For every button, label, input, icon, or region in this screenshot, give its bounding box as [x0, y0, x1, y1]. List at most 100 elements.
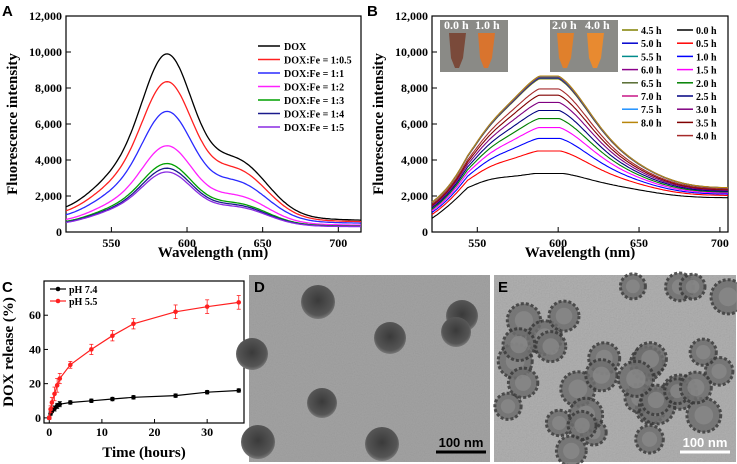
panel-b-series-line: [431, 101, 729, 207]
panel-a-ytick-label: 4,000: [35, 153, 62, 167]
panel-b-series-line: [431, 172, 728, 219]
panel-b-xtick-label: 600: [549, 236, 567, 250]
panel-b-ytick-label: 12,000: [395, 9, 428, 23]
panel-c-data-point: [131, 395, 136, 400]
panel-c-ytick-label: 20: [29, 377, 41, 391]
panel-c-data-point: [204, 389, 210, 395]
panel-c-data-point: [131, 321, 136, 327]
panel-b-legend-label: 2.0 h: [696, 79, 717, 90]
vial-2h-icon: [557, 33, 574, 68]
hollow-nanoparticle-core: [694, 405, 714, 425]
panel-a-series-line: [65, 145, 362, 226]
panel-b-series-line: [431, 127, 729, 212]
panel-e-scalebar-label: 100 nm: [683, 435, 728, 450]
panel-b-legend-label: 6.0 h: [641, 66, 662, 77]
panel-b-xtick-label: 650: [630, 236, 648, 250]
panel-b-series-line: [431, 137, 728, 213]
panel-b-ytick-label: 0: [422, 225, 428, 239]
panel-a-ytick-label: 10,000: [29, 45, 62, 59]
panel-c-legend-label: pH 5.5: [69, 297, 97, 308]
panel-c-data-point: [46, 415, 52, 421]
hollow-nanoparticle-core: [685, 279, 700, 294]
panel-letter-a: A: [2, 3, 13, 20]
panel-b-series-line: [431, 118, 728, 210]
panel-b-legend-label: 5.0 h: [641, 39, 662, 50]
panel-a-ytick-label: 12,000: [29, 9, 62, 23]
vial-1h-icon: [478, 33, 495, 68]
panel-c-data-point: [236, 388, 242, 393]
panel-c-chart: 0 10 20 30 0 20 40 60 Time (hours) DOX release …: [1, 280, 245, 461]
panel-b-series-line: [431, 88, 729, 205]
panel-b-legend-label: 0.0 h: [696, 26, 717, 37]
inset-label-2h: 2.0 h: [552, 18, 577, 32]
panel-c-data-point: [57, 376, 63, 381]
panel-c-data-point: [54, 383, 60, 388]
hollow-nanoparticle-core: [626, 369, 646, 389]
nanoparticle: [441, 317, 471, 347]
panel-d-tem-image: D 100 nm: [236, 275, 490, 462]
panel-c-data-point: [49, 400, 55, 405]
panel-b-ytick-label: 10,000: [395, 45, 428, 59]
panel-c-legend-marker: [55, 286, 61, 292]
nanoparticle: [365, 427, 399, 461]
panel-d-scalebar-label: 100 nm: [439, 435, 484, 450]
panel-c-ytick-label: 0: [35, 411, 41, 425]
panel-c-data-point: [110, 396, 115, 402]
panel-c-data-point: [48, 407, 53, 412]
panel-c-xtick-label: 0: [46, 425, 52, 439]
nanoparticle: [236, 338, 268, 370]
nanoparticle: [241, 425, 275, 459]
panel-c-ylabel: DOX release (%): [1, 297, 17, 407]
hollow-nanoparticle-core: [626, 279, 640, 294]
panel-b-legend-label: 1.0 h: [696, 52, 717, 63]
panel-c-data-point: [236, 300, 242, 305]
panel-c-data-point: [68, 400, 73, 405]
panel-c-data-point: [173, 309, 178, 315]
hollow-nanoparticle-core: [574, 417, 590, 434]
hollow-nanoparticle-core: [592, 366, 611, 384]
panel-b-legend-label: 3.5 h: [696, 118, 717, 129]
panel-b-legend-label: 0.5 h: [696, 39, 717, 50]
hollow-nanoparticle-core: [542, 338, 560, 355]
hollow-nanoparticle-core: [555, 307, 573, 325]
panel-letter-e: E: [498, 279, 508, 296]
panel-a-chart: 550 600 650 700 0 2,000 4,000 6,000 8,000 10,000 1…: [5, 9, 362, 261]
panel-a-xtick-label: 600: [178, 236, 196, 250]
vial-0h-icon: [449, 33, 466, 68]
panel-e-tem-image: E 100 nm: [493, 271, 737, 464]
panel-c-legend-marker: [55, 298, 61, 304]
panel-c-series-line: [48, 389, 239, 419]
panel-b-legend-label: 1.5 h: [696, 66, 717, 77]
panel-a-legend-label: DOX: [284, 42, 307, 53]
panel-a-series-line: [65, 110, 361, 224]
panel-a-ylabel: Fluorescence intensity: [5, 53, 21, 195]
panel-b-legend-label: 7.5 h: [641, 105, 662, 116]
panel-b-legend-label: 4.0 h: [696, 132, 717, 143]
panel-b-legend-label: 3.0 h: [696, 105, 717, 116]
hollow-nanoparticle-core: [568, 379, 588, 399]
inset-label-4h: 4.0 h: [585, 18, 610, 32]
panel-b-series-line: [431, 109, 728, 209]
panel-c-xlabel: Time (hours): [102, 445, 185, 461]
panel-a-ytick-label: 6,000: [35, 117, 62, 131]
panel-a-legend-label: DOX:Fe = 1:4: [284, 110, 344, 121]
vial-photo-left: 0.0 h 1.0 h: [440, 18, 508, 72]
panel-c-xtick-label: 10: [96, 425, 108, 439]
panel-a-legend-label: DOX:Fe = 1:2: [284, 83, 344, 94]
hollow-nanoparticle-core: [510, 335, 528, 354]
panel-b-legend-label: 4.5 h: [641, 26, 662, 37]
panel-c-data-point: [204, 304, 210, 309]
panel-c-data-point: [68, 362, 73, 368]
panel-a-ytick-label: 8,000: [35, 81, 62, 95]
panel-b-ylabel: Fluorescence intensity: [371, 53, 387, 195]
panel-b-ytick-label: 8,000: [401, 81, 428, 95]
panel-a-xtick-label: 550: [102, 236, 120, 250]
panel-c-legend-label: pH 7.4: [69, 285, 97, 296]
panel-b-legend-label: 5.5 h: [641, 52, 662, 63]
panel-a-series-line: [65, 53, 361, 221]
nanoparticle: [301, 285, 335, 319]
inset-label-0h: 0.0 h: [444, 18, 469, 32]
panel-b-ytick-label: 4,000: [401, 153, 428, 167]
panel-b-series-line: [431, 150, 728, 216]
